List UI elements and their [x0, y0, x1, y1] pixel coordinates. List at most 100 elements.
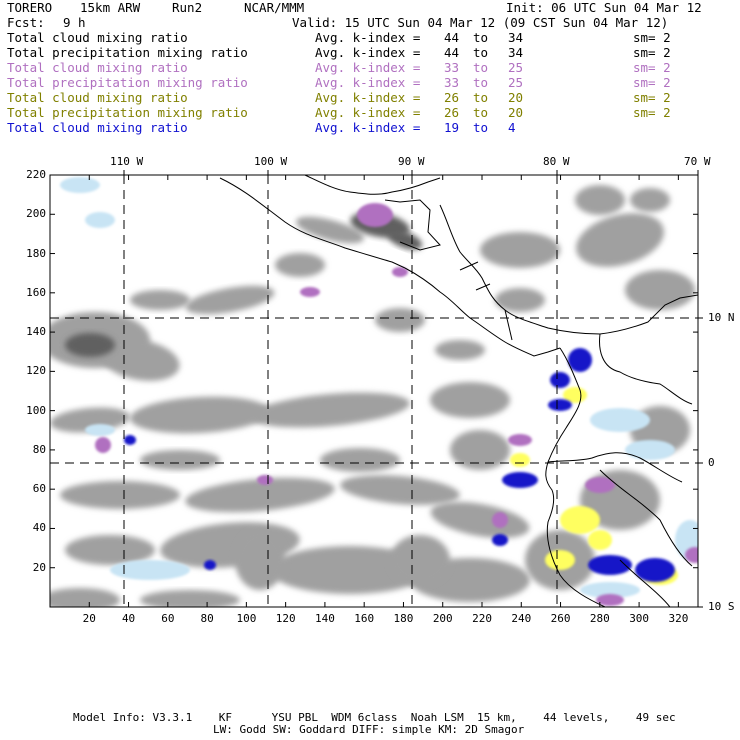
precip-yellow [545, 550, 575, 570]
precip-blue [204, 560, 216, 570]
kindex-to: 25 [508, 75, 524, 90]
map-frame [49, 174, 699, 608]
cloud-lightblue [60, 177, 100, 193]
org-label: NCAR/MMM [244, 0, 305, 15]
run-label: Run2 [172, 0, 203, 15]
field-row: Total precipitation mixing ratio Avg. k-i… [7, 45, 733, 60]
cloud-gray [296, 216, 364, 244]
cloud-gray [130, 290, 190, 310]
footer-model-info: Model Info: V3.3.1 KF YSU PBL WDM 6class… [73, 711, 676, 724]
border-peru-brazil [599, 469, 693, 567]
cloud-lightblue [625, 440, 675, 460]
cloud-gray [375, 308, 425, 332]
precip-purple [685, 547, 698, 563]
kindex-to-word: to [473, 120, 489, 135]
kindex-label: Avg. k-index = [315, 30, 421, 45]
kindex-to-word: to [473, 75, 489, 90]
y-tick-label: 20 [32, 560, 46, 574]
latitude-label: 0 [708, 456, 715, 469]
cloud-gray [130, 396, 270, 434]
cloud-lightblue [590, 408, 650, 432]
cloud-lightblue [85, 212, 115, 228]
precip-purple [300, 287, 320, 297]
cloud-dark [65, 333, 115, 357]
x-tick-label: 300 [629, 612, 650, 625]
y-tick-label: 180 [26, 246, 46, 260]
coastline-gulf [304, 175, 441, 195]
cloud-gray [50, 588, 120, 607]
kindex-to-word: to [473, 45, 489, 60]
precip-blue [124, 435, 136, 445]
precip-purple [585, 477, 615, 493]
kindex-label: Avg. k-index = [315, 105, 421, 120]
y-tick-label: 160 [26, 285, 46, 299]
y-tick-label: 60 [32, 482, 46, 496]
precip-purple [392, 267, 408, 277]
border-colombia-ecuador [547, 452, 683, 483]
smoothing-label: sm= 2 [633, 45, 671, 60]
field-row: Total cloud mixing ratio Avg. k-index = 19… [7, 120, 733, 135]
x-tick-label: 220 [472, 612, 492, 625]
cloud-gray [235, 530, 285, 590]
kindex-from: 26 [444, 105, 460, 120]
smoothing-label: sm= 2 [633, 75, 671, 90]
x-tick-label: 60 [161, 612, 175, 625]
cloud-dark [387, 230, 423, 250]
longitude-label: 70 W [684, 155, 711, 168]
kindex-from: 19 [444, 120, 460, 135]
kindex-from: 44 [444, 45, 460, 60]
x-tick-label: 320 [668, 612, 689, 625]
border-guatemala [384, 199, 441, 251]
cloud-gray [390, 535, 450, 585]
model-name: TORERO [7, 0, 53, 15]
cloud-gray [340, 475, 460, 505]
cloud-gray [275, 253, 325, 277]
x-tick-label: 40 [121, 612, 136, 625]
kindex-to: 20 [508, 105, 524, 120]
latitude-label: 10 N [708, 311, 735, 324]
precip-blue [502, 472, 538, 488]
cloud-gray [430, 502, 530, 538]
precip-blue [588, 555, 632, 575]
field-name: Total precipitation mixing ratio [7, 75, 248, 90]
field-row: Total cloud mixing ratio Avg. k-index = 26… [7, 90, 733, 105]
x-tick-label: 160 [354, 612, 375, 625]
field-name: Total cloud mixing ratio [7, 90, 188, 105]
cloud-gray [495, 288, 545, 312]
y-tick-label: 40 [32, 521, 46, 535]
resolution: 15km ARW [80, 0, 141, 15]
kindex-to: 4 [508, 120, 516, 135]
cloud-gray [576, 213, 664, 267]
precip-blue [548, 399, 572, 411]
footer-physics: LW: Godd SW: Goddard DIFF: simple KM: 2D… [213, 723, 525, 736]
kindex-from: 26 [444, 90, 460, 105]
field-row: Total precipitation mixing ratio Avg. k-i… [7, 75, 733, 90]
cloud-lightblue [580, 582, 640, 598]
x-tick-label: 200 [432, 612, 453, 625]
kindex-label: Avg. k-index = [315, 45, 421, 60]
cloud-gray [320, 448, 400, 472]
smoothing-label: sm= 2 [633, 105, 671, 120]
border-bolivia [619, 559, 671, 607]
longitude-label: 80 W [543, 155, 570, 168]
x-tick-label: 180 [393, 612, 414, 625]
coastline-central-america-caribbean [439, 204, 698, 335]
y-tick-label: 220 [26, 168, 46, 181]
cloud-lightblue [85, 424, 115, 436]
kindex-to-word: to [473, 105, 489, 120]
x-tick-label: 260 [550, 612, 571, 625]
kindex-to: 25 [508, 60, 524, 75]
precip-purple [508, 434, 532, 446]
field-name: Total precipitation mixing ratio [7, 45, 248, 60]
cloud-lightblue [110, 560, 190, 580]
cloud-gray [430, 382, 510, 418]
kindex-label: Avg. k-index = [315, 60, 421, 75]
precip-purple [95, 437, 111, 453]
precip-purple [357, 203, 393, 227]
precip-blue [492, 534, 508, 546]
y-tick-label: 80 [32, 442, 46, 456]
kindex-label: Avg. k-index = [315, 90, 421, 105]
longitude-label: 100 W [254, 155, 288, 168]
field-name: Total precipitation mixing ratio [7, 105, 248, 120]
